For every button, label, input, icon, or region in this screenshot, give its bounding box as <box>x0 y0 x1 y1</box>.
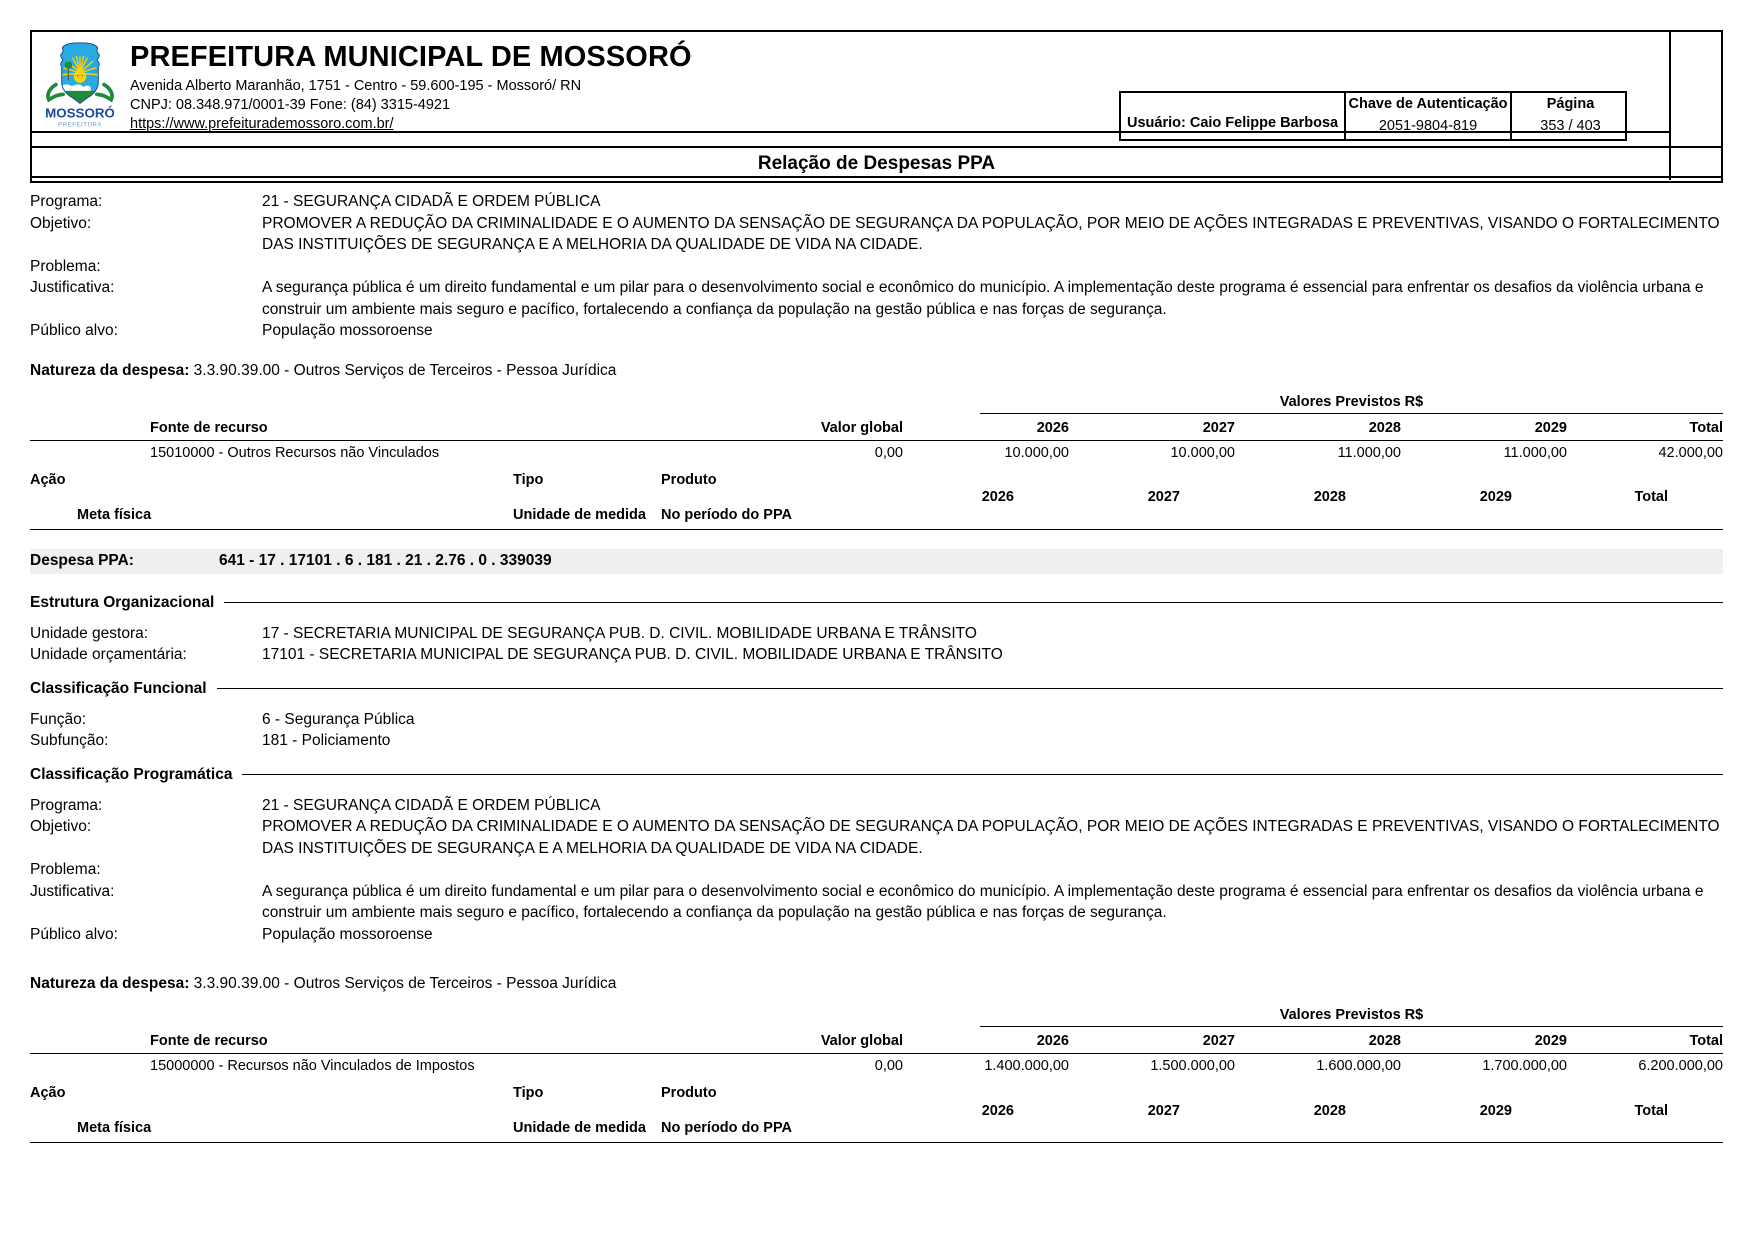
svg-text:MOSSORÓ: MOSSORÓ <box>46 106 114 121</box>
svg-text:PREFEITURA: PREFEITURA <box>58 121 102 128</box>
